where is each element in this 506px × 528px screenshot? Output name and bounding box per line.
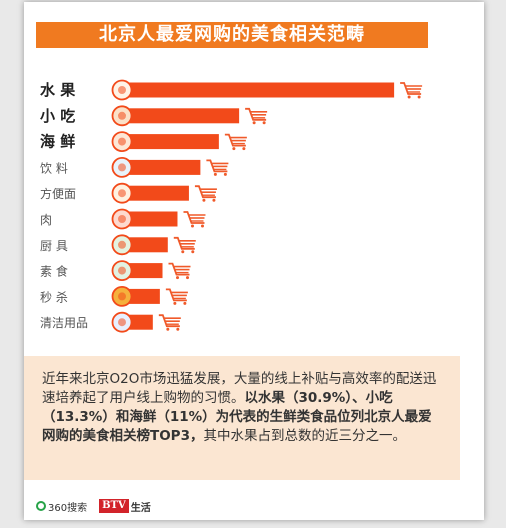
shopping-cart-icon xyxy=(158,314,181,331)
shopping-cart-icon xyxy=(173,236,196,254)
shopping-cart-icon xyxy=(245,107,268,125)
category-label: 肉 xyxy=(40,213,52,227)
btv-life-logo: BTV 生活 xyxy=(99,499,151,514)
bar xyxy=(122,134,219,150)
shopping-cart-icon xyxy=(206,159,229,176)
category-label: 海 鲜 xyxy=(40,133,75,151)
btv-life-label: 生活 xyxy=(130,502,151,514)
category-label: 方便面 xyxy=(40,186,76,201)
description-tail-text: 其中水果占到总数的近三分之一。 xyxy=(203,428,406,444)
icon-detail xyxy=(118,189,126,198)
icon-detail xyxy=(118,163,126,172)
description-bold-text: 以水果（30.9%）、小吃（13.3%）和海鲜（11%）为代表的生鲜类食品位列北… xyxy=(42,390,432,444)
bar xyxy=(122,237,168,253)
360-search-label: 360搜索 xyxy=(48,502,88,514)
shopping-cart-icon xyxy=(168,262,191,280)
bar xyxy=(122,263,163,279)
shopping-cart-icon xyxy=(183,211,206,228)
description-panel: 近年来北京O2O市场迅猛发展，大量的线上补贴与高效率的配送迅速培养起了用户线上购… xyxy=(24,356,460,480)
bar xyxy=(122,211,178,227)
icon-detail xyxy=(118,137,126,146)
icon-detail xyxy=(118,215,126,223)
category-label: 饮 料 xyxy=(40,161,68,175)
chart-title: 北京人最爱网购的美食相关范畴 xyxy=(36,22,428,48)
category-label: 清洁用品 xyxy=(40,316,88,330)
category-label: 小 吃 xyxy=(40,107,75,125)
icon-detail xyxy=(118,86,126,94)
btv-box: BTV xyxy=(99,499,129,513)
icon-detail xyxy=(118,292,126,301)
icon-detail xyxy=(118,266,126,275)
bar xyxy=(122,185,189,201)
category-label: 水 果 xyxy=(40,81,76,99)
shopping-cart-icon xyxy=(194,185,217,202)
shopping-cart-icon xyxy=(224,133,247,151)
icon-detail xyxy=(118,111,126,120)
bar xyxy=(122,108,240,124)
category-label: 厨 具 xyxy=(40,239,68,253)
shopping-cart-icon xyxy=(165,288,188,305)
icon-detail xyxy=(118,318,126,327)
360-ring-icon xyxy=(36,501,46,511)
icon-detail xyxy=(118,240,126,249)
category-label: 素 食 xyxy=(40,264,68,279)
shopping-cart-icon xyxy=(400,82,423,99)
description-text: 近年来北京O2O市场迅猛发展，大量的线上补贴与高效率的配送迅速培养起了用户线上购… xyxy=(42,371,437,406)
footer: 360搜索 BTV 生活 xyxy=(36,498,151,514)
360-search-logo: 360搜索 xyxy=(36,499,87,514)
bar xyxy=(122,82,395,98)
bar xyxy=(122,159,201,175)
category-label: 秒 杀 xyxy=(40,289,68,304)
